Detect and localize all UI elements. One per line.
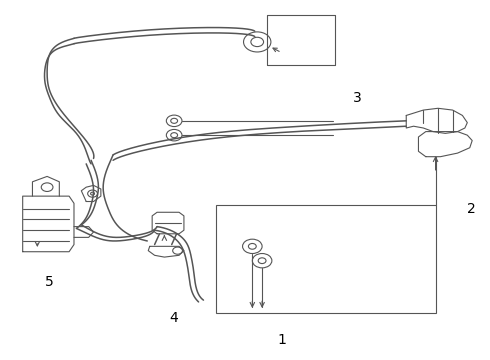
Text: 3: 3 (352, 90, 361, 104)
Text: 5: 5 (45, 275, 54, 289)
Bar (216, 205, 436, 313)
Text: 4: 4 (170, 311, 178, 325)
Text: 1: 1 (277, 333, 286, 347)
Text: 2: 2 (467, 202, 476, 216)
